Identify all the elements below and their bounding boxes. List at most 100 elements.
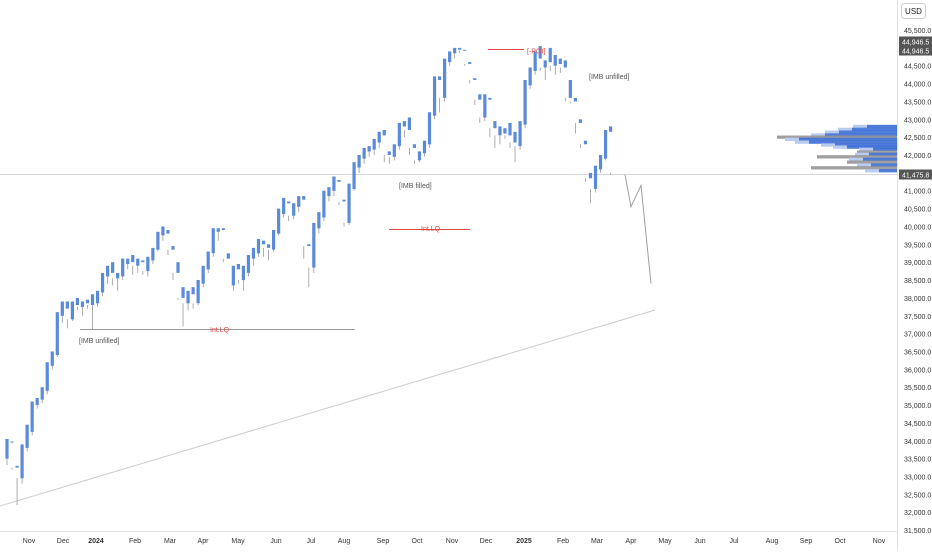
volume-profile-bar: [839, 130, 897, 134]
candle-up: [548, 47, 552, 63]
volume-profile-bar-light: [855, 152, 869, 156]
candle-up: [352, 162, 356, 189]
candle-up: [312, 222, 316, 268]
candle-up: [171, 246, 175, 250]
candle-up: [453, 47, 457, 54]
price-tick-label: 42,000.0: [904, 153, 931, 160]
volume-profile-bar-light: [865, 169, 879, 173]
candle-up: [543, 60, 547, 68]
candle-up: [382, 130, 386, 136]
candle-up: [588, 172, 593, 179]
annotation-lines: [80, 49, 524, 330]
candle-up: [55, 312, 59, 356]
volume-profile-bar: [873, 147, 897, 151]
candle-up: [111, 262, 115, 273]
candle-up: [372, 138, 376, 150]
candle-up: [90, 294, 95, 305]
volume-profile-bar: [809, 140, 897, 144]
candle-up: [146, 256, 150, 272]
price-tick-label: 32,000.0: [904, 510, 931, 517]
candle-up: [35, 397, 39, 405]
volume-profile-bar-light: [785, 137, 799, 141]
volume-profile-bar-light: [825, 130, 839, 134]
time-tick-label: Jul: [307, 538, 316, 545]
candle-up: [70, 301, 74, 320]
price-tick-label: 43,500.0: [904, 99, 931, 106]
time-tick-label: 2025: [516, 538, 532, 545]
candle-up: [327, 187, 331, 197]
candle-up: [75, 297, 80, 305]
candle-up: [377, 131, 381, 143]
price-tick-label: 33,000.0: [904, 475, 931, 482]
price-tick-label: 35,500.0: [904, 385, 931, 392]
price-tick-label: 31,500.0: [904, 528, 931, 535]
price-axis[interactable]: 45,500.045,000.044,500.044,000.043,500.0…: [904, 28, 931, 535]
volume-profile-bar: [871, 163, 897, 167]
volume-profile-bar: [847, 160, 897, 164]
time-tick-label: Nov: [446, 538, 459, 545]
price-tick-label: 43,000.0: [904, 117, 931, 124]
candle-up: [468, 62, 472, 64]
annotation-int-lq-upper: Int.LQ: [421, 226, 441, 233]
volume-profile-bar-light: [795, 140, 809, 144]
candle-up: [176, 262, 180, 273]
volume-profile-bar: [825, 133, 897, 137]
time-tick-label: Sep: [377, 538, 390, 545]
time-tick-label: Aug: [766, 538, 779, 545]
candle-up: [593, 165, 598, 189]
candle-up: [277, 208, 281, 234]
volume-profile-bar: [869, 152, 897, 156]
candle-up: [473, 78, 477, 80]
candle-up: [261, 240, 266, 245]
time-tick-label: Nov: [23, 538, 36, 545]
candle-up: [191, 287, 195, 295]
candle-up: [40, 387, 44, 400]
volume-profile-bar-light: [838, 127, 852, 131]
candle-up: [407, 117, 411, 130]
candle-up: [337, 180, 341, 182]
candle-up: [437, 76, 442, 80]
candle-up: [417, 151, 422, 161]
candle-up: [583, 140, 588, 145]
candle-up: [266, 244, 271, 248]
volume-profile-bar: [811, 166, 897, 170]
annotation-labels: [-POI] [IMB unfilled] [IMB filled] Int.L…: [79, 49, 630, 346]
price-tag: [899, 45, 932, 56]
annotation-imb-unfilled-top: [IMB unfilled]: [589, 74, 630, 81]
currency-button[interactable]: USD: [901, 3, 926, 19]
price-tick-label: 34,000.0: [904, 439, 931, 446]
candle-up: [317, 212, 321, 229]
candle-up: [402, 121, 406, 127]
volume-profile-bar-light: [811, 133, 825, 137]
candle-up: [45, 362, 49, 391]
time-tick-label: Jul: [730, 538, 739, 545]
candle-up: [458, 47, 462, 50]
candle-up: [126, 258, 130, 264]
currency-label: USD: [905, 7, 922, 16]
candle-up: [503, 128, 507, 134]
candle-up: [271, 230, 276, 250]
candle-up: [166, 230, 170, 234]
candle-up: [578, 119, 583, 123]
candle-up: [357, 155, 361, 168]
candle-up: [478, 94, 482, 100]
candle-up: [412, 144, 417, 148]
price-tag-text: 41,475.8: [902, 173, 929, 180]
volume-profile-bar-light: [859, 147, 873, 151]
time-tick-label: Apr: [626, 538, 638, 545]
price-tick-label: 44,000.0: [904, 82, 931, 89]
time-tick-label: Sep: [800, 538, 813, 545]
time-axis[interactable]: Nov Dec 2024 Feb Mar Apr May Jun Jul Aug Sep Oct Nov…: [23, 538, 886, 545]
time-tick-label: Feb: [557, 538, 569, 545]
price-tick-label: 33,500.0: [904, 457, 931, 464]
price-tick-label: 40,500.0: [904, 207, 931, 214]
candle-up: [231, 265, 235, 286]
candle-up: [443, 58, 447, 98]
candle-up: [558, 58, 562, 64]
time-tick-label: May: [658, 538, 672, 545]
time-tick-label: Jun: [694, 538, 705, 545]
volume-profile-bar: [857, 150, 897, 154]
annotation-poi: [-POI]: [527, 49, 545, 56]
